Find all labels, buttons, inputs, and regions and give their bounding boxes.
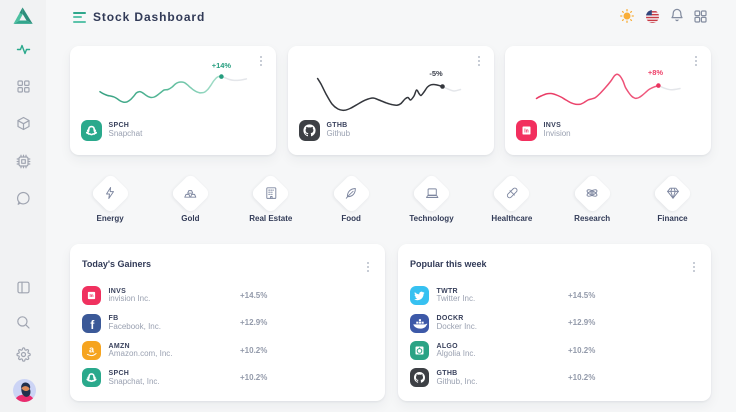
svg-text:In: In	[524, 128, 528, 134]
svg-text:f: f	[90, 318, 94, 332]
svg-text:In: In	[89, 293, 93, 298]
svg-text:a: a	[89, 344, 95, 354]
